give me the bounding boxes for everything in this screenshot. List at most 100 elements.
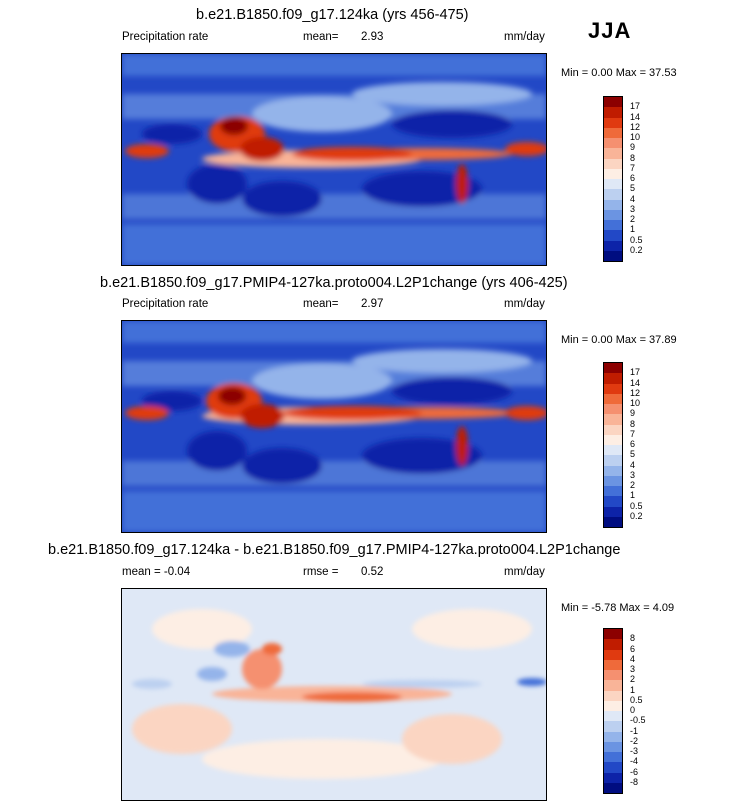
- colorbar-swatch: [604, 649, 622, 660]
- colorbar-swatch: [604, 168, 622, 179]
- colorbar-swatch: [604, 465, 622, 476]
- units-label: mm/day: [504, 566, 545, 578]
- colorbar-tick-label: 2: [630, 674, 636, 685]
- colorbar-labels: 8 6 4 3 2 1 0.5 0 -0.5 -1 -2 -3 -4 -6 -8: [630, 628, 670, 794]
- colorbar-tick-label: 0.5: [630, 694, 643, 705]
- colorbar-tick-label: 1: [630, 224, 636, 235]
- colorbar-swatch: [604, 639, 622, 650]
- colorbar-swatch: [604, 772, 622, 783]
- colorbar-tick-label: 0.2: [630, 510, 643, 521]
- variable-label: Precipitation rate: [122, 31, 209, 43]
- colorbar-swatch: [604, 445, 622, 456]
- colorbar-tick-label: -4: [630, 756, 639, 767]
- mean-value: 2.97: [361, 298, 384, 310]
- colorbar: [603, 96, 623, 262]
- colorbar-swatch: [604, 496, 622, 507]
- panel-title: b.e21.B1850.f09_g17.124ka (yrs 456-475): [196, 7, 469, 23]
- colorbar-tick-label: -3: [630, 746, 639, 756]
- colorbar-tick-label: 14: [630, 111, 641, 122]
- colorbar-tick-label: -8: [630, 776, 639, 787]
- colorbar-tick-label: 6: [630, 173, 636, 183]
- colorbar-swatch: [604, 107, 622, 118]
- colorbar-swatch: [604, 711, 622, 722]
- colorbar-tick-label: 5: [630, 183, 636, 194]
- rmse-label: rmse =: [303, 566, 339, 578]
- colorbar-swatch: [604, 434, 622, 445]
- panel-title: b.e21.B1850.f09_g17.124ka - b.e21.B1850.…: [48, 542, 621, 558]
- colorbar-swatch: [604, 138, 622, 149]
- precip-map: [121, 53, 547, 266]
- colorbar-swatch: [604, 731, 622, 742]
- colorbar-swatch: [604, 189, 622, 200]
- colorbar-swatch: [604, 680, 622, 691]
- colorbar-swatch: [604, 455, 622, 466]
- colorbar-labels: 17 14 12 10 9 8 7 6 5 4 3 2 1 0.5 0.2: [630, 96, 670, 262]
- colorbar-swatch: [604, 127, 622, 138]
- colorbar-swatch: [604, 414, 622, 425]
- difference-map: [121, 588, 547, 801]
- colorbar-swatch: [604, 629, 622, 640]
- colorbar-tick-label: 7: [630, 162, 636, 173]
- colorbar-swatch: [604, 424, 622, 435]
- colorbar-labels: 17 14 12 10 9 8 7 6 5 4 3 2 1 0.5 0.2: [630, 362, 670, 528]
- colorbar-swatch: [604, 240, 622, 251]
- colorbar-tick-label: 1: [630, 490, 636, 501]
- colorbar-tick-label: 10: [630, 132, 641, 142]
- colorbar-tick-label: 0.5: [630, 500, 643, 511]
- colorbar-swatch: [604, 670, 622, 681]
- colorbar-tick-label: 12: [630, 121, 641, 132]
- colorbar-swatch: [604, 250, 622, 261]
- colorbar-swatch: [604, 506, 622, 517]
- colorbar-swatch: [604, 97, 622, 108]
- colorbar-tick-label: 0.5: [630, 234, 643, 245]
- colorbar-tick-label: 14: [630, 377, 641, 388]
- colorbar-tick-label: 8: [630, 633, 636, 644]
- colorbar-tick-label: -1: [630, 725, 639, 736]
- units-label: mm/day: [504, 31, 545, 43]
- colorbar-swatch: [604, 179, 622, 190]
- colorbar-swatch: [604, 721, 622, 732]
- units-label: mm/day: [504, 298, 545, 310]
- colorbar-tick-label: -2: [630, 735, 639, 746]
- season-label: JJA: [588, 18, 632, 43]
- colorbar-tick-label: 3: [630, 203, 636, 214]
- colorbar-swatch: [604, 700, 622, 711]
- colorbar-tick-label: 1: [630, 684, 636, 695]
- colorbar-tick-label: 3: [630, 664, 636, 674]
- min-max-label: Min = -5.78 Max = 4.09: [561, 602, 675, 614]
- colorbar-tick-label: 5: [630, 449, 636, 460]
- variable-label: Precipitation rate: [122, 298, 209, 310]
- precip-map-field: [122, 54, 546, 265]
- colorbar-tick-label: 9: [630, 408, 636, 419]
- colorbar-tick-label: 10: [630, 398, 641, 408]
- mean-value: 2.93: [361, 31, 384, 43]
- colorbar-tick-label: 8: [630, 152, 636, 163]
- min-max-label: Min = 0.00 Max = 37.53: [561, 67, 677, 79]
- colorbar: [603, 362, 623, 528]
- colorbar-swatch: [604, 404, 622, 415]
- colorbar-swatch: [604, 486, 622, 497]
- precip-map: [121, 320, 547, 533]
- colorbar-swatch: [604, 117, 622, 128]
- colorbar-swatch: [604, 741, 622, 752]
- colorbar-tick-label: 2: [630, 480, 636, 490]
- colorbar-tick-label: 0: [630, 705, 636, 715]
- mean-label: mean = -0.04: [122, 566, 191, 578]
- min-max-label: Min = 0.00 Max = 37.89: [561, 334, 677, 346]
- colorbar-tick-label: 17: [630, 367, 641, 378]
- panel-title: b.e21.B1850.f09_g17.PMIP4-127ka.proto004…: [100, 275, 568, 291]
- colorbar-swatch: [604, 383, 622, 394]
- mean-label: mean=: [303, 298, 339, 310]
- colorbar-swatch: [604, 209, 622, 220]
- colorbar-tick-label: 4: [630, 459, 636, 470]
- colorbar-swatch: [604, 516, 622, 527]
- colorbar-tick-label: 17: [630, 101, 641, 112]
- colorbar-tick-label: 3: [630, 469, 636, 480]
- colorbar-swatch: [604, 220, 622, 231]
- colorbar-tick-label: -6: [630, 766, 639, 777]
- rmse-value: 0.52: [361, 566, 384, 578]
- colorbar-tick-label: 0.2: [630, 244, 643, 255]
- colorbar-tick-label: 4: [630, 193, 636, 204]
- colorbar-tick-label: 9: [630, 142, 636, 153]
- colorbar-swatch: [604, 752, 622, 763]
